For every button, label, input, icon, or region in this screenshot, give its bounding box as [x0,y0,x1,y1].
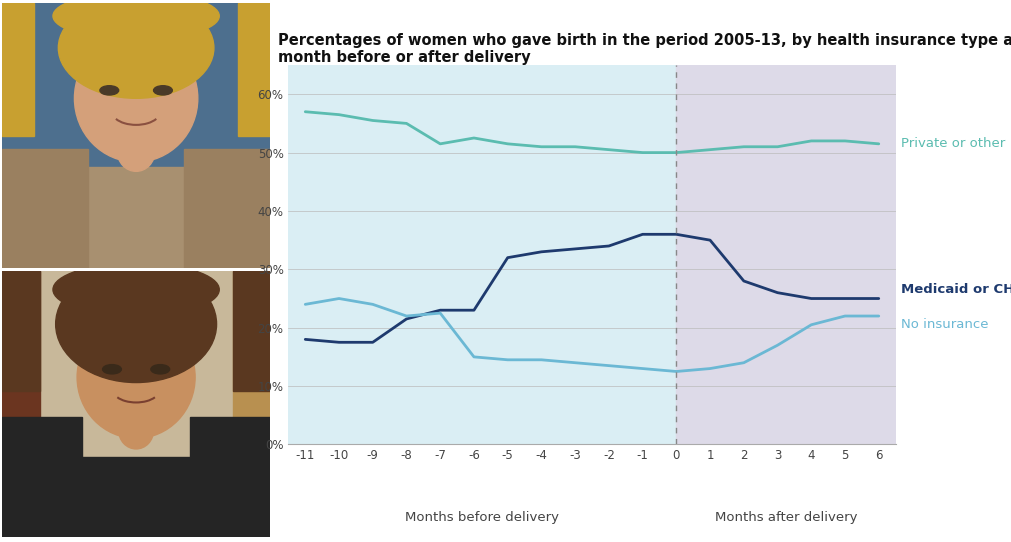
Ellipse shape [75,35,197,162]
Ellipse shape [117,132,155,171]
Bar [2,149,88,268]
Bar [675,65,895,444]
Bar [2,3,34,136]
Text: Private or other: Private or other [900,137,1004,150]
Bar [238,3,270,136]
Ellipse shape [100,86,118,95]
Bar [190,417,270,537]
Ellipse shape [59,0,213,98]
Bar [2,417,83,537]
Bar [233,271,270,390]
Bar [2,271,39,537]
Bar [288,65,675,444]
Ellipse shape [102,365,121,374]
Text: No insurance: No insurance [900,318,987,331]
Bar [2,271,39,390]
Text: Medicaid or CHIP: Medicaid or CHIP [900,283,1011,296]
Ellipse shape [77,316,195,438]
Bar [2,167,270,268]
Ellipse shape [151,365,170,374]
Bar [233,271,270,537]
Bar [2,457,270,537]
Ellipse shape [56,266,216,383]
Text: Months before delivery: Months before delivery [405,511,559,524]
Ellipse shape [118,412,154,449]
Text: Months after delivery: Months after delivery [714,511,856,524]
Text: Percentages of women who gave birth in the period 2005-13, by health insurance t: Percentages of women who gave birth in t… [278,33,1011,65]
Ellipse shape [53,263,219,316]
Bar [184,149,270,268]
Ellipse shape [53,0,219,40]
Ellipse shape [154,86,172,95]
